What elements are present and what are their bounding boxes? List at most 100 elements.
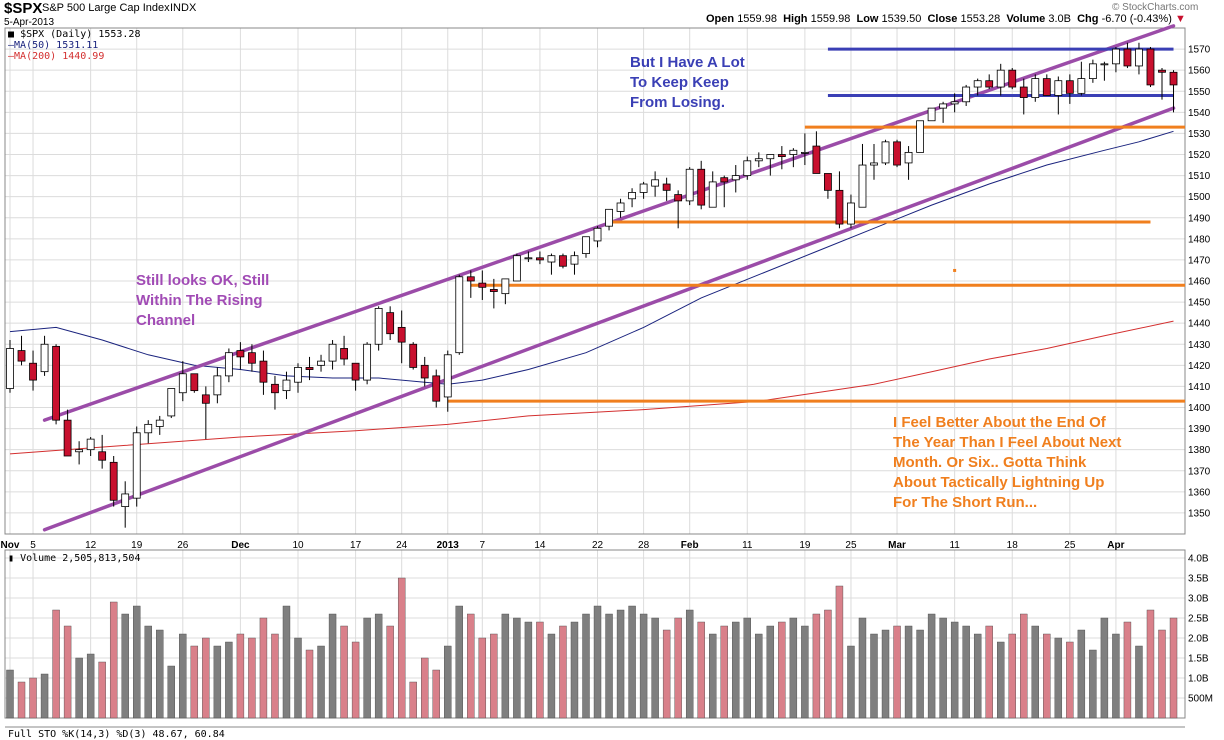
y-tick-label: 1420	[1188, 361, 1211, 372]
volume-legend: ▮ Volume 2,505,813,504	[8, 553, 140, 564]
y-tick-label: 1370	[1188, 466, 1211, 477]
volume-bar	[916, 629, 924, 719]
volume-bar	[709, 633, 717, 719]
volume-bar	[593, 605, 602, 719]
ma200-legend-text: MA(200) 1440.99	[14, 51, 105, 62]
candle-down	[824, 173, 832, 191]
volume-bar	[305, 649, 314, 719]
y-tick-label: 1390	[1188, 424, 1211, 435]
y-tick-label: 1540	[1188, 108, 1211, 119]
candle-up	[144, 423, 153, 434]
candle-up	[754, 158, 763, 162]
volume-bar	[490, 633, 498, 719]
volume-bar	[1043, 633, 1051, 719]
volume-bar	[732, 621, 740, 719]
volume-bar	[881, 629, 890, 719]
x-tick-label: 19	[131, 540, 143, 551]
candle-down	[478, 282, 487, 288]
volume-bar	[812, 613, 821, 719]
volume-bar	[52, 609, 60, 719]
volume-bar	[674, 617, 682, 719]
candle-up	[731, 175, 740, 181]
volume-bar	[824, 609, 832, 719]
volume-bar	[421, 657, 429, 719]
candle-up	[570, 255, 579, 265]
y-tick-label: 1410	[1188, 382, 1211, 393]
low-label: Low	[856, 13, 879, 25]
volume-bar	[1146, 609, 1155, 719]
candle-up	[75, 449, 84, 453]
volume-bar	[121, 613, 129, 719]
candle-up	[1135, 48, 1143, 67]
volume-bar	[870, 633, 878, 719]
candle-up	[616, 202, 625, 212]
volume-bar	[213, 645, 222, 719]
candle-up	[582, 236, 590, 254]
volume-bar	[202, 637, 210, 719]
candle-up	[524, 257, 533, 260]
y-tick-label: 1380	[1188, 445, 1211, 456]
volume-bar	[766, 625, 775, 719]
volume-bar	[962, 625, 970, 719]
candle-down	[340, 348, 348, 360]
candle-up	[593, 227, 602, 242]
volume-bar	[605, 613, 613, 719]
volume-bar	[1123, 621, 1132, 719]
x-tick-label: 14	[534, 540, 546, 551]
candle-down	[63, 419, 72, 457]
high-value: 1559.98	[810, 13, 851, 25]
volume-bar	[409, 681, 417, 719]
volume-bar	[893, 625, 901, 719]
price-panel-frame	[4, 27, 1186, 535]
volume-bar	[455, 605, 463, 719]
candle-up	[374, 308, 383, 345]
axes: 1350136013701380139014001410142014301440…	[1, 45, 1213, 705]
x-tick-label: 7	[480, 540, 486, 551]
volume-bar	[720, 625, 728, 719]
candle-up	[282, 379, 291, 392]
candle-up	[328, 343, 337, 362]
volume-bar	[547, 633, 556, 719]
candle-down	[386, 312, 395, 335]
volume-bar	[559, 625, 567, 719]
candle-down	[697, 168, 706, 206]
candle-down	[248, 352, 256, 364]
candle-down	[777, 154, 786, 158]
x-tick-label: 19	[799, 540, 811, 551]
y-tick-label: 1450	[1188, 298, 1211, 309]
candle-down	[559, 255, 567, 267]
candle-up	[962, 86, 971, 103]
candle-up	[950, 101, 959, 105]
volume-bar	[1158, 629, 1166, 719]
candlesticks	[6, 42, 1178, 528]
candle-up	[6, 348, 14, 389]
candle-down	[17, 350, 26, 362]
candle-down	[201, 394, 210, 404]
volume-bar	[697, 621, 705, 719]
volume-bar	[536, 621, 544, 719]
candle-up	[501, 278, 510, 295]
volume-bar	[513, 617, 521, 719]
volume-bar	[1077, 629, 1086, 719]
volume-bar	[236, 633, 245, 719]
x-tick-label: 22	[592, 540, 604, 551]
volume-bar	[973, 633, 982, 719]
candle-down	[662, 183, 671, 191]
candle-down	[812, 145, 821, 174]
volume-bar	[801, 625, 809, 719]
chg-value: -6.70 (-0.43%)	[1101, 13, 1172, 25]
candle-down	[536, 257, 544, 261]
y-tick-label: 1550	[1188, 87, 1211, 98]
volume-bar	[616, 609, 625, 719]
volume-bar	[248, 637, 256, 719]
volume-tick-label: 500M	[1188, 694, 1213, 705]
candle-down	[1008, 69, 1017, 88]
volume-value: 3.0B	[1048, 13, 1071, 25]
candle-up	[1031, 78, 1040, 98]
candle-up	[317, 360, 325, 366]
candle-down	[98, 451, 107, 461]
x-tick-label: 11	[742, 540, 753, 551]
channel-lower-line	[42, 106, 1176, 532]
x-tick-label: 5	[30, 540, 36, 551]
